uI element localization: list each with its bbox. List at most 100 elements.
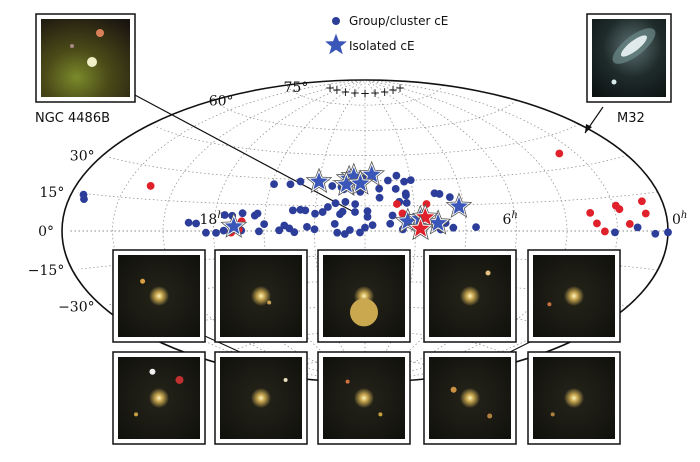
ra-tick-label: 18h [200, 210, 224, 228]
dec-tick-label: 30° [70, 149, 95, 165]
galaxy-panel-galaxy [354, 388, 374, 408]
galaxy-panel-galaxy [564, 286, 584, 306]
red-circle-marker [398, 209, 407, 218]
dec-tick-label: −30° [58, 299, 95, 315]
dec-tick-label: 15° [40, 185, 65, 201]
group-cluster-marker [368, 221, 377, 230]
group-cluster-marker [375, 193, 384, 202]
inset-ngc4486b-star-2 [96, 29, 104, 37]
group-cluster-marker [275, 226, 284, 235]
group-cluster-marker [310, 225, 319, 234]
galaxy-panel-galaxy [251, 286, 271, 306]
group-cluster-marker [400, 177, 409, 186]
group-cluster-marker [351, 200, 360, 209]
group-cluster-marker [472, 223, 480, 231]
group-cluster-marker [664, 228, 672, 237]
group-cluster-marker [345, 226, 354, 234]
group-cluster-marker [401, 189, 410, 198]
galaxy-panel-galaxy [149, 388, 169, 408]
inset-ngc4486b-image [41, 19, 130, 97]
group-cluster-marker [356, 228, 364, 237]
galaxy-panel-galaxy [460, 388, 480, 408]
red-circle-marker [641, 209, 650, 218]
group-cluster-marker [318, 208, 327, 216]
grid-tick-mark: + [340, 85, 350, 99]
inset-ngc4486b-star-3 [70, 44, 74, 48]
galaxy-panel-galaxy [564, 388, 584, 408]
red-star-marker [411, 219, 430, 237]
red-circle-marker [625, 220, 634, 228]
ngc4486b-pointer-line [132, 93, 353, 212]
group-cluster-marker [80, 195, 88, 203]
red-star-marker [416, 207, 435, 225]
isolated-cE-marker [449, 197, 468, 215]
group-cluster-marker [328, 182, 337, 190]
group-cluster-marker [184, 218, 193, 227]
legend-group-marker [332, 17, 340, 25]
group-cluster-marker [392, 171, 401, 180]
group-cluster-marker [220, 211, 229, 219]
group-cluster-marker [296, 205, 305, 214]
galaxy-panel-neighbor [450, 386, 457, 393]
galaxy-panel-galaxy [149, 286, 169, 306]
galaxy-panel-neighbor [175, 375, 184, 384]
inset-m32-galaxy-core [621, 35, 647, 57]
dec-tick-label: 0° [38, 224, 54, 240]
isolated-cE-marker [337, 175, 356, 193]
group-cluster-marker [611, 228, 619, 237]
red-circle-marker [637, 197, 646, 206]
group-cluster-marker [286, 180, 295, 189]
group-cluster-marker [219, 226, 228, 235]
group-cluster-marker [330, 220, 339, 228]
grid-tick-mark: + [388, 83, 398, 97]
galaxy-panel-neighbor [550, 412, 555, 417]
ra-tick-label: 6h [503, 210, 518, 228]
galaxy-panel-neighbor [378, 412, 383, 417]
group-cluster-marker [280, 221, 289, 230]
inset-m32: M32 [586, 13, 672, 126]
group-cluster-marker [402, 199, 411, 207]
grid-tick-mark: + [370, 86, 380, 100]
galaxy-panel-neighbor [134, 412, 139, 417]
legend-isolated-star [325, 33, 347, 55]
isolated-cE-marker [344, 167, 363, 185]
legend-isolated-label: Isolated cE [349, 39, 415, 53]
galaxy-panel-neighbor [283, 377, 288, 382]
inset-m32-label: M32 [617, 111, 645, 126]
grid-tick-mark: + [395, 81, 405, 95]
ra-gridline [263, 81, 363, 381]
group-cluster-marker [388, 211, 397, 220]
red-circle-marker [146, 182, 155, 190]
grid-tick-mark: + [332, 83, 342, 97]
group-cluster-marker [341, 198, 350, 206]
group-cluster-marker [391, 184, 400, 193]
group-cluster-marker [288, 206, 297, 215]
inset-ngc4486b-label: NGC 4486B [35, 111, 110, 126]
red-circle-marker [555, 149, 564, 158]
galaxy-panel-galaxy [251, 388, 271, 408]
galaxy-panel-neighbor [345, 379, 350, 384]
dec-tick-label: 75° [284, 80, 309, 96]
group-cluster-marker [324, 203, 332, 211]
group-cluster-marker [351, 208, 359, 216]
inset-ngc4486b-star-1 [87, 57, 97, 67]
dec-gridline [214, 99, 517, 131]
group-cluster-marker [406, 176, 415, 185]
galaxy-panel-neighbor [485, 270, 491, 276]
grid-tick-mark: + [325, 81, 335, 95]
group-cluster-marker [383, 176, 392, 185]
dec-tick-label: −15° [28, 263, 65, 279]
ra-tick-label: 0h [672, 210, 687, 228]
group-cluster-marker [336, 210, 344, 219]
isolated-cE-marker [309, 172, 328, 190]
galaxy-panel-neighbor [350, 298, 378, 327]
group-cluster-marker [255, 227, 263, 236]
isolated-cE-marker [429, 213, 448, 231]
isolated-cE-marker [224, 217, 243, 235]
group-cluster-marker [333, 228, 342, 237]
red-circle-marker [593, 219, 601, 228]
dec-gridline [214, 331, 517, 363]
group-cluster-marker [361, 223, 369, 232]
group-cluster-marker [270, 180, 278, 189]
